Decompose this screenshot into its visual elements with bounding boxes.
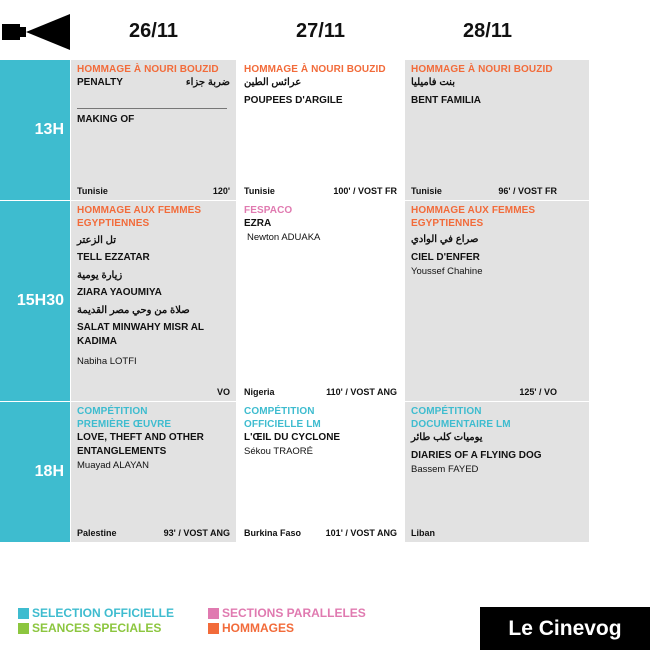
date-header: 27/11 xyxy=(296,20,345,42)
duration: 93' / VOST ANG xyxy=(163,528,230,538)
film-title: BENT FAMILIA xyxy=(411,95,481,106)
time-slot: 15H30 xyxy=(0,201,70,401)
film-title-arabic: عرائس الطين xyxy=(244,77,302,88)
director: Nabiha LOTFI xyxy=(77,356,137,367)
duration: 120' xyxy=(212,186,230,196)
film-title: LOVE, THEFT AND OTHER xyxy=(77,432,204,443)
screening-cell: COMPÉTITION OFFICIELLE LM L'ŒIL DU CYCLO… xyxy=(238,402,403,542)
section-label: HOMMAGE À NOURI BOUZID xyxy=(77,64,219,75)
film-title: MAKING OF xyxy=(77,114,135,125)
film-title-arabic: صراع في الوادي xyxy=(411,234,479,245)
legend-item-hommages: HOMMAGES xyxy=(208,621,294,636)
divider xyxy=(77,108,227,109)
country: Tunisie xyxy=(411,186,442,196)
film-title-arabic: يوميات كلب طائر xyxy=(411,432,483,443)
legend-swatch xyxy=(18,623,29,634)
country: Nigeria xyxy=(244,387,275,397)
legend-item-speciales: SEANCES SPECIALES xyxy=(18,621,161,636)
screening-cell: HOMMAGE AUX FEMMES EGYPTIENNES تل الزعتر… xyxy=(71,201,236,401)
country: Liban xyxy=(411,528,435,538)
screening-cell: HOMMAGE À NOURI BOUZID عرائس الطين POUPE… xyxy=(238,60,403,200)
section-label: OFFICIELLE LM xyxy=(244,419,321,430)
director: Sékou TRAORÉ xyxy=(244,446,313,457)
section-label: DOCUMENTAIRE LM xyxy=(411,419,511,430)
film-title-arabic: صلاة من وحي مصر القديمة xyxy=(77,305,190,316)
date-header: 28/11 xyxy=(463,20,512,42)
section-label: PREMIÈRE ŒUVRE xyxy=(77,419,172,430)
director: Bassem FAYED xyxy=(411,464,479,475)
duration: 100' / VOST FR xyxy=(333,186,397,196)
date-header: 26/11 xyxy=(129,20,178,42)
director: Youssef Chahine xyxy=(411,266,483,277)
film-title: ENTANGLEMENTS xyxy=(77,446,167,457)
legend-label: SECTIONS PARALLELES xyxy=(222,606,366,620)
section-label: HOMMAGE AUX FEMMES xyxy=(411,205,536,216)
film-title: DIARIES OF A FLYING DOG xyxy=(411,450,542,461)
country: Tunisie xyxy=(244,186,275,196)
duration: VO xyxy=(216,387,230,397)
film-title-arabic: بنت فاميليا xyxy=(411,77,455,88)
screening-footer: 125' / VO xyxy=(411,387,557,397)
film-title: PENALTY xyxy=(77,77,123,88)
time-slot: 13H xyxy=(0,60,70,200)
section-label: COMPÉTITION xyxy=(244,406,315,417)
section-label: HOMMAGE À NOURI BOUZID xyxy=(411,64,553,75)
screening-footer: Nigeria 110' / VOST ANG xyxy=(244,387,397,397)
screening-cell: COMPÉTITION PREMIÈRE ŒUVRE LOVE, THEFT A… xyxy=(71,402,236,542)
screening-footer: VO xyxy=(77,387,230,397)
section-label: COMPÉTITION xyxy=(411,406,482,417)
duration: 125' / VO xyxy=(519,387,557,397)
film-title-arabic: زيارة يومية xyxy=(77,270,123,281)
legend-swatch xyxy=(18,608,29,619)
director: Newton ADUAKA xyxy=(247,232,321,243)
film-title-arabic: تل الزعتر xyxy=(77,235,116,246)
legend-item-selection: SELECTION OFFICIELLE xyxy=(18,606,174,621)
film-title: EZRA xyxy=(244,218,272,229)
film-title: POUPEES D'ARGILE xyxy=(244,95,343,106)
country: Burkina Faso xyxy=(244,528,302,538)
screening-footer: Tunisie 96' / VOST FR xyxy=(411,186,557,196)
section-label: EGYPTIENNES xyxy=(77,218,150,229)
film-title: SALAT MINWAHY MISR AL xyxy=(77,322,205,333)
legend-swatch xyxy=(208,608,219,619)
screening-cell: HOMMAGE À NOURI BOUZID بنت فاميليا BENT … xyxy=(405,60,589,200)
film-title: CIEL D'ENFER xyxy=(411,252,480,263)
film-title: TELL EZZATAR xyxy=(77,252,150,263)
section-label: FESPACO xyxy=(244,205,293,216)
screening-footer: Palestine 93' / VOST ANG xyxy=(77,528,230,538)
time-slot: 18H xyxy=(0,402,70,542)
legend-item-paralleles: SECTIONS PARALLELES xyxy=(208,606,366,621)
country: Palestine xyxy=(77,528,117,538)
brand-logo: Le Cinevog xyxy=(480,607,650,650)
legend-label: SELECTION OFFICIELLE xyxy=(32,606,175,620)
film-camera-icon xyxy=(2,14,70,50)
section-label: COMPÉTITION xyxy=(77,406,148,417)
legend-label: HOMMAGES xyxy=(222,621,294,635)
film-title: L'ŒIL DU CYCLONE xyxy=(244,432,341,443)
screening-footer: Burkina Faso 101' / VOST ANG xyxy=(244,528,397,538)
screening-footer: Liban xyxy=(411,528,583,538)
country: Tunisie xyxy=(77,186,108,196)
film-title: KADIMA xyxy=(77,336,117,347)
duration: 110' / VOST ANG xyxy=(326,387,397,397)
section-label: EGYPTIENNES xyxy=(411,218,484,229)
screening-cell: COMPÉTITION DOCUMENTAIRE LM يوميات كلب ط… xyxy=(405,402,589,542)
section-label: HOMMAGE À NOURI BOUZID xyxy=(244,64,386,75)
director: Muayad ALAYAN xyxy=(77,460,149,471)
film-title: ZIARA YAOUMIYA xyxy=(77,287,162,298)
screening-footer: Tunisie 120' xyxy=(77,186,230,196)
legend-swatch xyxy=(208,623,219,634)
section-label: HOMMAGE AUX FEMMES xyxy=(77,205,202,216)
duration: 96' / VOST FR xyxy=(498,186,557,196)
screening-cell: HOMMAGE À NOURI BOUZID PENALTY ضربة جزاء… xyxy=(71,60,236,200)
screening-cell: FESPACO EZRA Newton ADUAKA Nigeria 110' … xyxy=(238,201,403,401)
film-title-arabic: ضربة جزاء xyxy=(185,77,230,88)
screening-footer: Tunisie 100' / VOST FR xyxy=(244,186,397,196)
duration: 101' / VOST ANG xyxy=(325,528,397,538)
screening-cell: HOMMAGE AUX FEMMES EGYPTIENNES صراع في ا… xyxy=(405,201,589,401)
legend-label: SEANCES SPECIALES xyxy=(32,621,162,635)
